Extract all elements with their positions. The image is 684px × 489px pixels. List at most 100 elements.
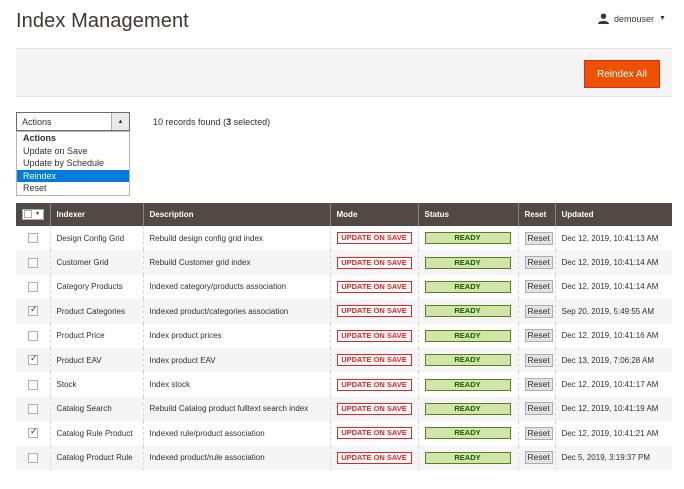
row-select-checkbox[interactable] [28, 281, 38, 292]
row-select-checkbox[interactable] [28, 379, 38, 390]
mass-action-option[interactable]: Reset [23, 183, 47, 194]
row-select-checkbox[interactable] [28, 330, 38, 341]
status-cell: READY [418, 396, 519, 422]
reset-button[interactable]: Reset [524, 426, 553, 440]
column-header-description[interactable]: Description [143, 203, 331, 226]
mass-select-header[interactable]: ▼ [16, 203, 51, 226]
row-select-cell [16, 347, 51, 373]
indexer-cell: Category Products [50, 274, 144, 300]
description-cell: Rebuild Customer grid index [143, 250, 331, 275]
status-badge: READY [424, 378, 511, 391]
updated-cell: Dec 12, 2019, 10:41:19 AM [555, 396, 672, 422]
reset-button[interactable]: Reset [524, 402, 553, 416]
reset-cell: Reset [518, 445, 556, 470]
reset-button[interactable]: Reset [524, 353, 553, 367]
row-select-checkbox[interactable] [28, 353, 38, 366]
updated-cell: Dec 5, 2019, 3:19:37 PM [555, 445, 672, 470]
description-cell: Index stock [143, 372, 331, 397]
reset-cell: Reset [518, 250, 556, 275]
updated-cell: Dec 12, 2019, 10:41:21 AM [555, 421, 672, 446]
chevron-up-icon[interactable]: ▲ [111, 113, 129, 130]
reset-button[interactable]: Reset [524, 329, 553, 343]
mode-badge: UPDATE ON SAVE [336, 232, 412, 245]
mode-badge: UPDATE ON SAVE [336, 378, 412, 391]
mass-action-option: Actions [23, 133, 57, 143]
table-row: Catalog Product Rule Indexed product/rule… [16, 445, 672, 470]
table-row: Stock Index stock UPDATE ON SAVE READY Reset… [16, 372, 672, 397]
mode-badge: UPDATE ON SAVE [336, 354, 412, 367]
page-actions-bar: Reindex All [16, 48, 672, 97]
status-badge: READY [424, 280, 511, 293]
mode-badge: UPDATE ON SAVE [336, 305, 412, 318]
status-cell: READY [418, 299, 519, 324]
reset-button[interactable]: Reset [524, 451, 553, 465]
reset-button[interactable]: Reset [524, 378, 553, 392]
column-header-status[interactable]: Status [418, 203, 519, 226]
user-account-menu[interactable]: demouser ▼ [598, 13, 666, 24]
reset-cell: Reset [518, 396, 556, 422]
mass-actions-selected-label: Actions [22, 116, 52, 127]
mass-action-option[interactable]: Update on Save [23, 145, 88, 156]
column-header-mode[interactable]: Mode [330, 203, 419, 226]
status-badge: READY [424, 427, 511, 440]
indexer-cell: Product Price [50, 323, 144, 348]
indexer-cell: Catalog Product Rule [50, 445, 144, 470]
column-header-reset[interactable]: Reset [518, 203, 556, 226]
reset-button[interactable]: Reset [524, 256, 553, 270]
status-badge: READY [424, 354, 511, 367]
description-cell: Indexed product/rule association [143, 445, 331, 470]
mode-cell: UPDATE ON SAVE [330, 250, 419, 275]
updated-cell: Dec 12, 2019, 10:41:14 AM [555, 274, 672, 300]
mass-action-option[interactable]: Update by Schedule [23, 158, 105, 169]
mass-action-option[interactable]: Reindex [17, 169, 129, 183]
mode-cell: UPDATE ON SAVE [330, 274, 419, 300]
reset-button[interactable]: Reset [524, 231, 553, 245]
row-select-cell [16, 226, 51, 251]
mode-cell: UPDATE ON SAVE [330, 299, 419, 324]
status-badge: READY [424, 232, 511, 245]
mode-badge: UPDATE ON SAVE [336, 329, 412, 342]
indexer-cell: Product Categories [50, 299, 144, 324]
column-header-indexer[interactable]: Indexer [50, 203, 144, 226]
row-select-checkbox[interactable] [28, 304, 38, 317]
page-title: Index Management [16, 10, 189, 32]
mode-cell: UPDATE ON SAVE [330, 226, 419, 251]
mass-select-checkbox[interactable]: ▼ [22, 208, 44, 220]
mode-badge: UPDATE ON SAVE [336, 402, 412, 415]
reset-button[interactable]: Reset [524, 280, 553, 294]
row-select-cell [16, 396, 51, 422]
reindex-all-button[interactable]: Reindex All [584, 60, 660, 88]
caret-down-icon: ▼ [35, 211, 40, 218]
mode-cell: UPDATE ON SAVE [330, 445, 419, 470]
status-cell: READY [418, 323, 519, 348]
mode-badge: UPDATE ON SAVE [336, 256, 412, 269]
mass-actions-select[interactable]: Actions ▲ [16, 112, 130, 131]
status-badge: READY [424, 256, 511, 269]
updated-cell: Dec 12, 2019, 10:41:13 AM [555, 226, 672, 251]
indexer-cell: Customer Grid [50, 250, 144, 275]
mode-badge: UPDATE ON SAVE [336, 427, 412, 440]
reset-button[interactable]: Reset [524, 304, 553, 318]
updated-cell: Dec 13, 2019, 7:06:28 AM [555, 347, 672, 373]
row-select-checkbox[interactable] [28, 257, 38, 268]
indexer-cell: Product EAV [50, 347, 144, 373]
status-cell: READY [418, 226, 519, 251]
table-row: Design Config Grid Rebuild design config … [16, 226, 672, 251]
indexer-cell: Stock [50, 372, 144, 397]
table-row: Product Price Index product prices UPDATE … [16, 323, 672, 348]
row-select-checkbox[interactable] [28, 426, 38, 439]
reset-cell: Reset [518, 347, 556, 373]
row-select-checkbox[interactable] [28, 452, 38, 463]
column-header-updated[interactable]: Updated [555, 203, 672, 226]
description-cell: Rebuild Catalog product fulltext search … [143, 396, 331, 422]
reset-cell: Reset [518, 274, 556, 300]
reset-cell: Reset [518, 299, 556, 324]
reset-cell: Reset [518, 372, 556, 397]
mode-badge: UPDATE ON SAVE [336, 280, 412, 293]
row-select-checkbox[interactable] [28, 233, 38, 244]
status-cell: READY [418, 421, 519, 446]
row-select-checkbox[interactable] [28, 403, 38, 414]
table-row: Category Products Indexed category/produc… [16, 274, 672, 300]
